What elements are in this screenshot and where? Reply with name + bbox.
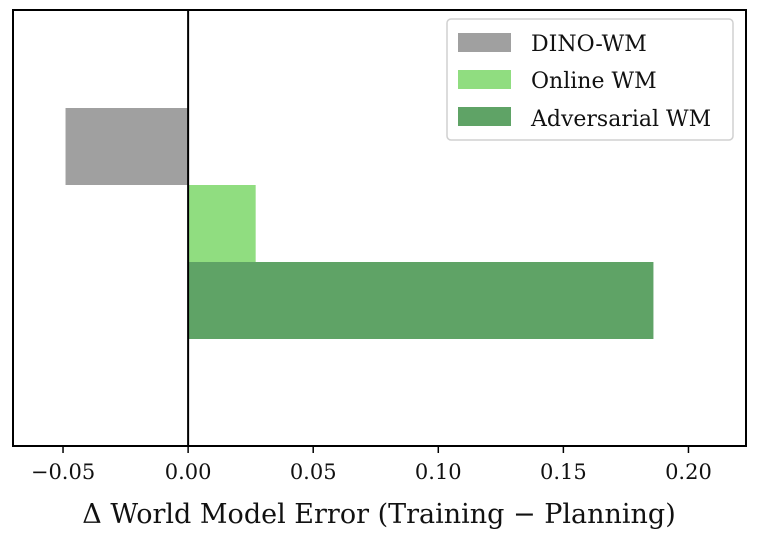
- bar-dino-wm: [65, 108, 189, 185]
- legend-label-adversarial-wm: Adversarial WM: [530, 107, 711, 132]
- x-axis-ticks: −0.05 0.00 0.05 0.10 0.15 0.20: [31, 446, 712, 484]
- legend-box: [446, 18, 734, 141]
- x-tick-label: 0.20: [665, 460, 712, 484]
- legend-swatch-adversarial-wm: [458, 107, 511, 126]
- x-tick-label: 0.05: [290, 460, 337, 484]
- x-tick-label: 0.00: [165, 460, 212, 484]
- plot-frame: [12, 9, 747, 447]
- legend-swatch-online-wm: [458, 70, 511, 89]
- x-tick-label: −0.05: [31, 460, 95, 484]
- legend-label-online-wm: Online WM: [531, 69, 657, 94]
- x-tick-label: 0.10: [415, 460, 462, 484]
- x-tick-label: 0.15: [540, 460, 587, 484]
- bar-adversarial-wm: [188, 262, 654, 339]
- legend-swatch-dino-wm: [458, 33, 511, 52]
- legend-label-dino-wm: DINO-WM: [531, 32, 647, 57]
- x-axis-label: Δ World Model Error (Training − Planning…: [82, 499, 676, 530]
- bars-layer: [65, 108, 654, 339]
- legend: DINO-WM Online WM Adversarial WM: [446, 18, 734, 141]
- bar-online-wm: [188, 185, 256, 262]
